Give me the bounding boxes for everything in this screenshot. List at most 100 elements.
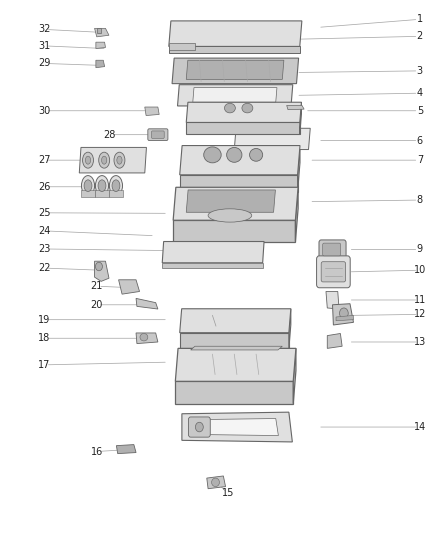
Ellipse shape [140, 334, 148, 341]
Text: 5: 5 [417, 106, 423, 116]
Polygon shape [186, 123, 300, 134]
Polygon shape [289, 309, 291, 349]
Ellipse shape [98, 180, 106, 191]
Polygon shape [180, 309, 291, 333]
Ellipse shape [339, 308, 348, 319]
Text: 12: 12 [413, 309, 426, 319]
Polygon shape [169, 21, 302, 46]
FancyBboxPatch shape [319, 240, 346, 259]
Polygon shape [173, 187, 298, 220]
Text: 18: 18 [38, 333, 50, 343]
Polygon shape [186, 60, 284, 79]
Text: 28: 28 [104, 130, 116, 140]
Text: 31: 31 [38, 41, 50, 51]
FancyBboxPatch shape [152, 131, 164, 139]
Ellipse shape [112, 180, 120, 191]
FancyBboxPatch shape [188, 417, 210, 437]
Polygon shape [295, 187, 298, 241]
Ellipse shape [204, 147, 221, 163]
Ellipse shape [110, 175, 123, 196]
Polygon shape [117, 445, 136, 454]
Polygon shape [136, 298, 158, 309]
Ellipse shape [81, 175, 95, 196]
Polygon shape [169, 46, 300, 53]
Polygon shape [234, 128, 310, 150]
Ellipse shape [82, 152, 93, 168]
Polygon shape [327, 334, 342, 349]
Polygon shape [136, 333, 158, 344]
Polygon shape [297, 146, 300, 192]
Polygon shape [97, 28, 101, 33]
Text: 30: 30 [38, 106, 50, 116]
Polygon shape [172, 58, 299, 84]
Text: 25: 25 [38, 208, 51, 218]
Text: 20: 20 [91, 300, 103, 310]
Polygon shape [95, 28, 109, 37]
Polygon shape [180, 175, 297, 192]
Text: 9: 9 [417, 245, 423, 254]
Polygon shape [197, 418, 279, 435]
Polygon shape [300, 102, 301, 134]
Text: 11: 11 [414, 295, 426, 305]
Polygon shape [145, 107, 159, 116]
Text: 17: 17 [38, 360, 50, 370]
FancyBboxPatch shape [317, 256, 350, 288]
Ellipse shape [208, 209, 252, 222]
Text: 22: 22 [38, 263, 51, 273]
Text: 21: 21 [91, 281, 103, 291]
Polygon shape [180, 333, 289, 349]
Ellipse shape [117, 156, 122, 164]
FancyBboxPatch shape [148, 129, 168, 141]
Ellipse shape [195, 422, 203, 432]
Polygon shape [177, 85, 293, 106]
Polygon shape [332, 304, 353, 325]
Ellipse shape [85, 156, 91, 164]
Ellipse shape [250, 149, 263, 161]
Text: 2: 2 [417, 31, 423, 42]
Polygon shape [96, 42, 106, 49]
Ellipse shape [84, 180, 92, 191]
Polygon shape [182, 412, 292, 442]
Text: 16: 16 [91, 447, 103, 456]
Polygon shape [79, 148, 146, 173]
Polygon shape [293, 349, 296, 403]
Text: 6: 6 [417, 135, 423, 146]
Text: 23: 23 [38, 244, 50, 254]
Text: 32: 32 [38, 25, 50, 35]
Polygon shape [175, 349, 296, 381]
Text: 14: 14 [414, 422, 426, 432]
Polygon shape [169, 43, 195, 50]
Polygon shape [336, 316, 353, 321]
Text: 1: 1 [417, 14, 423, 25]
Ellipse shape [212, 478, 219, 487]
Polygon shape [173, 220, 295, 241]
Polygon shape [95, 190, 109, 197]
Polygon shape [162, 241, 264, 263]
Ellipse shape [114, 152, 125, 168]
Text: 29: 29 [38, 59, 50, 68]
Ellipse shape [242, 103, 253, 113]
Ellipse shape [102, 156, 107, 164]
Text: 8: 8 [417, 195, 423, 205]
Ellipse shape [95, 175, 109, 196]
Text: 15: 15 [222, 489, 234, 498]
Ellipse shape [226, 148, 242, 163]
Ellipse shape [95, 262, 102, 271]
Polygon shape [119, 280, 140, 294]
Text: 19: 19 [38, 314, 50, 325]
Text: 13: 13 [414, 337, 426, 347]
Ellipse shape [99, 152, 110, 168]
Polygon shape [110, 190, 123, 197]
Polygon shape [81, 190, 95, 197]
Text: 26: 26 [38, 182, 50, 192]
Polygon shape [193, 87, 277, 102]
Text: 24: 24 [38, 226, 50, 236]
Polygon shape [175, 381, 293, 403]
Polygon shape [162, 263, 263, 268]
Text: 7: 7 [417, 155, 423, 165]
FancyBboxPatch shape [321, 262, 346, 282]
Text: 10: 10 [414, 265, 426, 275]
FancyBboxPatch shape [323, 243, 341, 256]
Polygon shape [95, 261, 109, 281]
Text: 4: 4 [417, 88, 423, 98]
